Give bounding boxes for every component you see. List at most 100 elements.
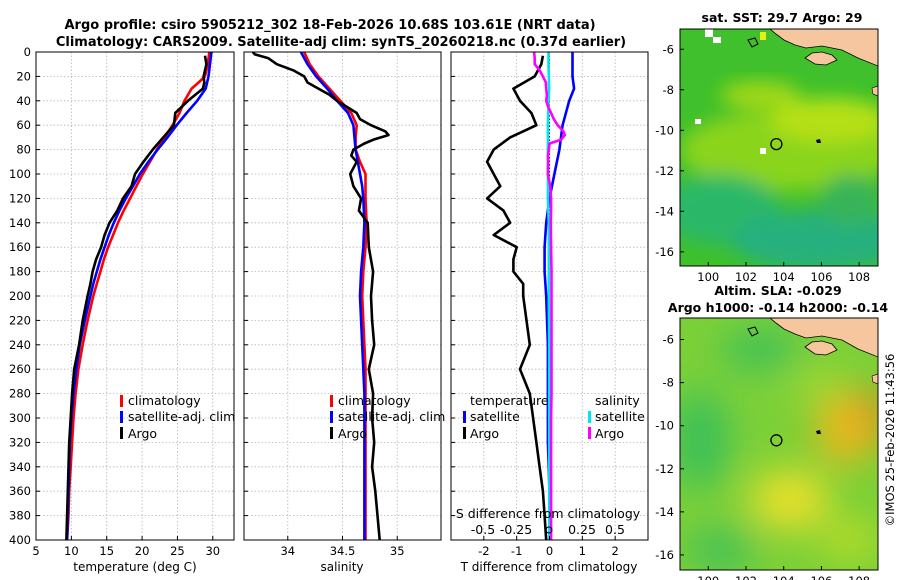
series-line-argo	[251, 52, 390, 540]
x-tick-label: 0	[546, 544, 553, 558]
series-line-satellite-adj-clim	[299, 52, 366, 540]
legend-swatch-t-satellite	[463, 411, 466, 423]
map-y-tick-label: -12	[655, 164, 674, 178]
map-x-tick-label: 100	[697, 270, 719, 284]
legend-label-satellite-clim: satellite-adj. clim	[338, 409, 445, 424]
y-tick-label: 240	[9, 338, 31, 352]
x-tick-label: -1	[511, 544, 522, 558]
legend-label-s-argo: Argo	[595, 426, 624, 441]
map-x-tick-label: 108	[848, 574, 870, 580]
legend-label-satellite-clim: satellite-adj. clim	[128, 409, 235, 424]
legend-title-temperature: temperature	[470, 393, 549, 408]
x-tick-label: -2	[478, 544, 489, 558]
sla-map-ticks: 100 102 104 106 108 -6 -8 -10 -12 -14 -16	[655, 333, 870, 580]
temperature-legend: climatology satellite-adj. clim Argo	[120, 393, 235, 441]
figure-title-line2: Climatology: CARS2009. Satellite-adj cli…	[56, 35, 626, 50]
y-tick-label: 360	[9, 484, 31, 498]
s-difference-tick-labels: -0.5 -0.25 0.25 0.5	[471, 522, 625, 537]
salinity-panel: 34 34.5 35 salinity climatology satellite-…	[243, 51, 445, 574]
salinity-xlabel: salinity	[320, 560, 363, 574]
map-y-tick-label: -14	[655, 505, 674, 519]
y-tick-label: 40	[16, 94, 31, 108]
y-tick-label: 60	[16, 118, 31, 132]
legend-swatch-t-argo	[463, 427, 466, 439]
x-tick-label: 2	[612, 544, 619, 558]
y-tick-label: 280	[9, 387, 31, 401]
sla-map-frame	[679, 317, 879, 571]
sst-map: 100 102 104 106 108 -6 -8 -10 -12 -14 -16	[655, 28, 879, 284]
map-y-tick-label: -6	[663, 42, 674, 56]
legend-swatch-s-satellite	[588, 411, 591, 423]
legend-label-argo: Argo	[338, 426, 367, 441]
christmas-island	[816, 139, 821, 143]
map-x-tick-label: 104	[773, 574, 795, 580]
y-tick-label: 300	[9, 411, 31, 425]
y-tick-label: 100	[9, 167, 31, 181]
s-tick-label: 0.5	[605, 522, 625, 537]
y-tick-label: 0	[24, 45, 31, 59]
s-difference-label: S difference from climatology	[456, 506, 641, 521]
map-y-tick-label: -12	[655, 462, 674, 476]
temperature-panel: 0 20 40 60 80 100 120 140 160 180 200 220 240 260 280 3…	[9, 45, 235, 574]
sst-map-frame	[679, 28, 879, 267]
temperature-lines	[65, 52, 213, 540]
map-y-tick-label: -16	[655, 548, 674, 562]
sla-map-title-line2: Argo h1000: -0.14 h2000: -0.14	[668, 300, 889, 315]
map-y-tick-label: -6	[663, 333, 674, 347]
sla-map-title-line1: Altim. SLA: -0.029	[714, 283, 841, 298]
map-x-tick-label: 106	[810, 270, 832, 284]
map-x-tick-label: 100	[697, 574, 719, 580]
y-tick-label: 120	[9, 191, 31, 205]
map-y-tick-label: -8	[663, 83, 674, 97]
y-tick-label: 340	[9, 460, 31, 474]
y-tick-label: 260	[9, 362, 31, 376]
y-tick-label: 140	[9, 216, 31, 230]
series-line-climatology	[65, 52, 211, 540]
legend-label-t-satellite: satellite	[470, 409, 520, 424]
legend-label-s-satellite: satellite	[595, 409, 645, 424]
difference-lines	[485, 52, 576, 540]
map-x-tick-label: 102	[735, 270, 757, 284]
sst-map-ticks: 100 102 104 106 108 -6 -8 -10 -12 -14 -16	[655, 42, 870, 284]
argo-float-marker	[770, 434, 783, 447]
x-tick-label: 34.5	[330, 544, 356, 558]
island-land	[871, 85, 878, 97]
x-tick-label: 10	[64, 544, 79, 558]
island-outline	[747, 37, 759, 48]
java-land	[804, 340, 838, 356]
series-line-s-satellite	[546, 52, 551, 540]
map-y-tick-label: -8	[663, 376, 674, 390]
map-y-tick-label: -14	[655, 204, 674, 218]
temperature-xlabel: temperature (deg C)	[73, 560, 196, 574]
legend-swatch-climatology	[120, 395, 123, 407]
y-tick-label: 320	[9, 435, 31, 449]
legend-label-climatology: climatology	[128, 393, 201, 408]
s-tick-label: -0.25	[500, 522, 532, 537]
s-zero-marker	[545, 526, 553, 534]
map-x-tick-label: 108	[848, 270, 870, 284]
sumatra-land	[769, 318, 878, 358]
x-tick-label: 5	[32, 544, 39, 558]
sst-map-title: sat. SST: 29.7 Argo: 29	[702, 10, 863, 25]
s-tick-label: -0.5	[471, 522, 495, 537]
y-tick-label: 400	[9, 533, 31, 547]
sla-field	[680, 330, 878, 570]
x-tick-label: 1	[579, 544, 586, 558]
imos-credit: ©IMOS 25-Feb-2026 11:43:56	[883, 354, 897, 527]
difference-xlabel: T difference from climatology	[460, 560, 638, 574]
sla-map: 100 102 104 106 108 -6 -8 -10 -12 -14 -16	[655, 317, 879, 580]
series-line-s-argo	[532, 52, 567, 540]
y-tick-label: 220	[9, 313, 31, 327]
y-tick-label: 200	[9, 289, 31, 303]
argo-float-marker	[770, 137, 783, 151]
figure-title-line1: Argo profile: csiro 5905212_302 18-Feb-2…	[64, 18, 595, 33]
y-tick-label: 180	[9, 265, 31, 279]
y-tick-label: 20	[16, 69, 31, 83]
map-x-tick-label: 104	[773, 270, 795, 284]
map-x-tick-label: 106	[810, 574, 832, 580]
x-tick-label: 34	[280, 544, 295, 558]
x-tick-label: 20	[135, 544, 150, 558]
legend-swatch-satellite-clim	[120, 411, 123, 423]
legend-swatch-satellite-clim	[330, 411, 333, 423]
